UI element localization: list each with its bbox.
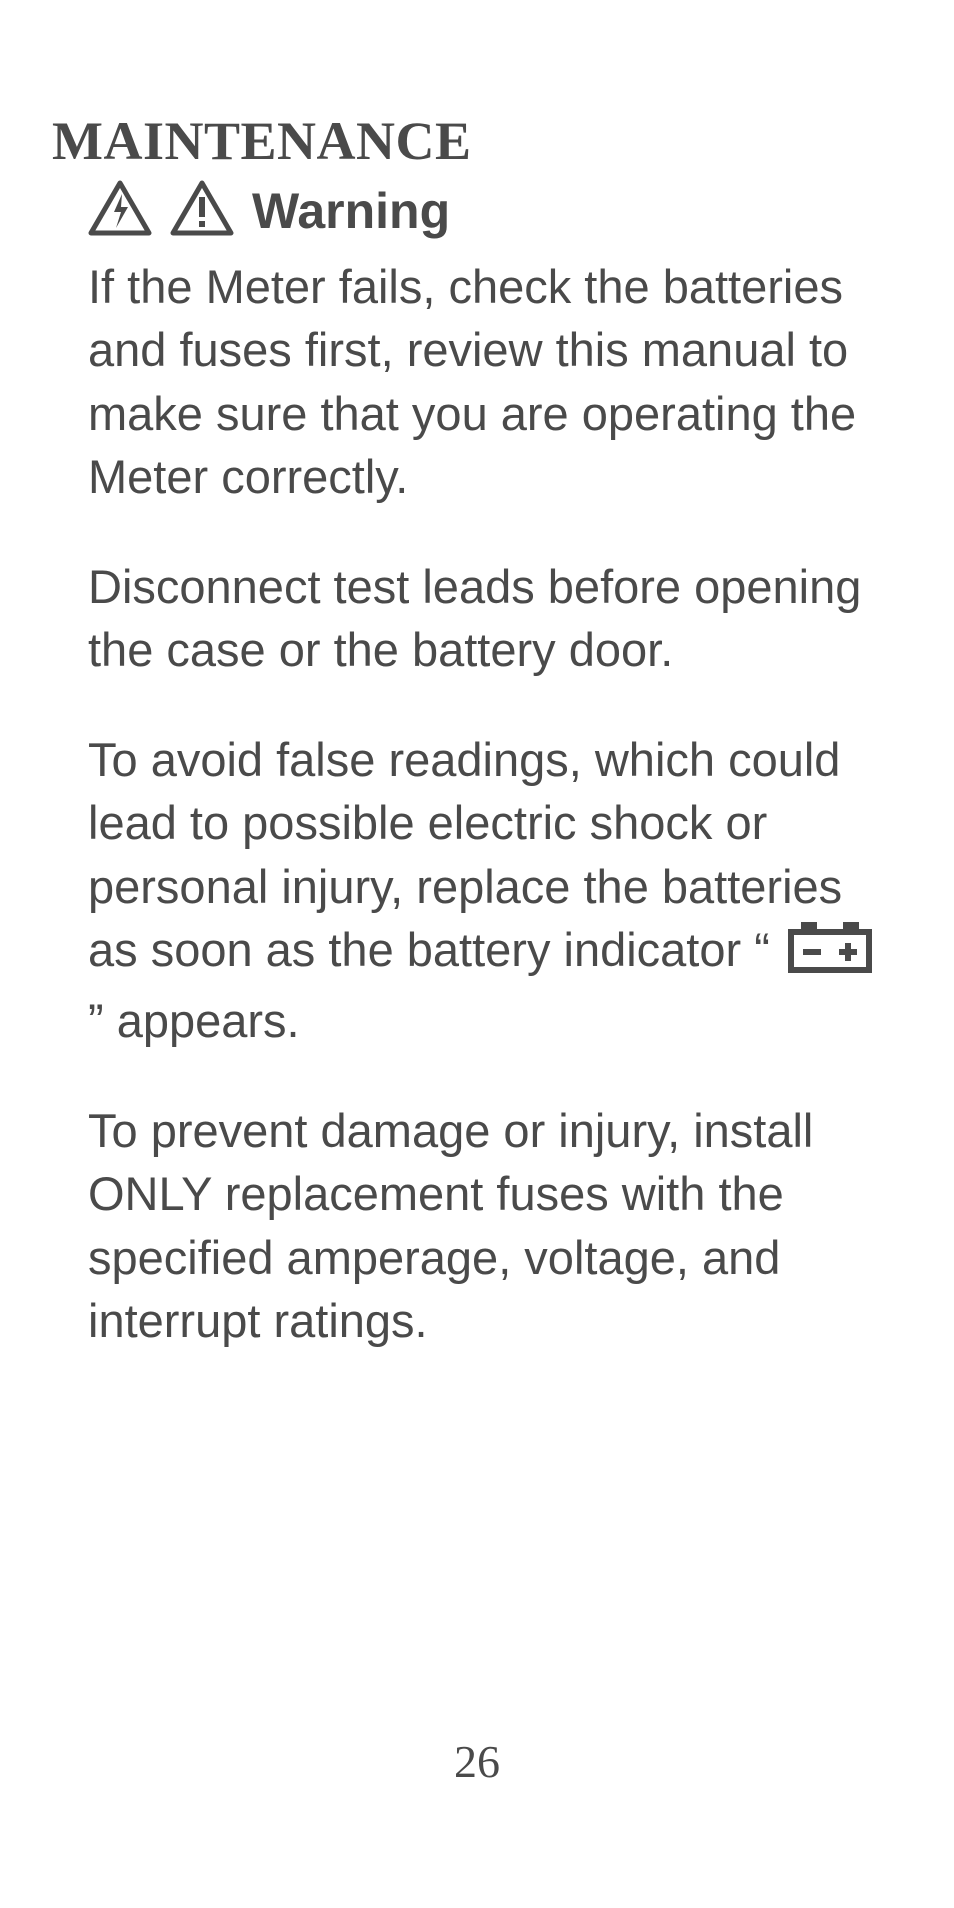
- shock-triangle-icon: [88, 180, 152, 241]
- paragraph-3: To avoid false readings, which could lea…: [88, 728, 902, 1053]
- warning-label: Warning: [252, 182, 450, 240]
- manual-page: MAINTENANCE Warning If the Meter fails, …: [0, 0, 954, 1908]
- caution-triangle-icon: [170, 180, 234, 241]
- paragraph-3b: ” appears.: [88, 994, 300, 1047]
- paragraph-4: To prevent damage or injury, install ONL…: [88, 1099, 902, 1353]
- paragraph-3a: To avoid false readings, which could lea…: [88, 733, 842, 976]
- section-heading: MAINTENANCE: [52, 110, 902, 172]
- paragraph-1: If the Meter fails, check the batteries …: [88, 255, 902, 509]
- paragraph-2: Disconnect test leads before opening the…: [88, 555, 902, 682]
- page-number: 26: [0, 1735, 954, 1788]
- battery-icon: [787, 918, 873, 989]
- body-text: If the Meter fails, check the batteries …: [88, 255, 902, 1353]
- warning-line: Warning: [88, 180, 902, 241]
